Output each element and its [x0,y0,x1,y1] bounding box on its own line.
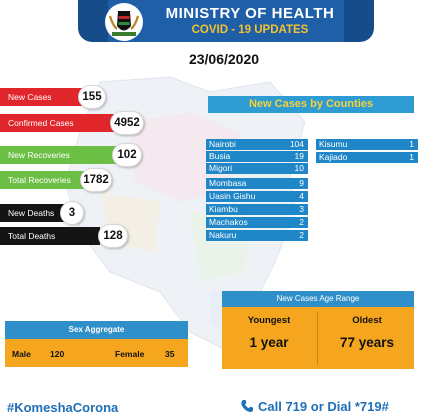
male-value: 120 [50,349,65,359]
age-range-title: New Cases Age Range [222,291,414,307]
youngest-label: Youngest [247,315,291,326]
counties-title: New Cases by Counties [208,96,414,113]
county-name: Nakuru [209,230,237,240]
stat-value: 102 [112,143,142,167]
stat-total-deaths: Total Deaths 128 [0,224,130,248]
county-row: Migori 10 [206,163,308,174]
county-row: Nairobi 104 [206,139,308,150]
county-name: Migori [209,163,233,173]
female-label: Female [115,349,145,359]
female-value: 35 [165,349,175,359]
stat-new-deaths: New Deaths 3 [0,201,85,225]
sex-aggregate-panel: Sex Aggregate Male 120 Female 35 [5,321,188,367]
stat-label: Total Deaths [0,227,100,245]
stat-value: 4952 [110,111,144,135]
stat-label: New Cases [0,88,90,106]
county-name: Busia [209,151,231,161]
stat-value: 1782 [80,168,112,192]
county-name: Mombasa [209,178,247,188]
stat-value: 155 [78,85,106,109]
county-name: Uasin Gishu [209,191,256,201]
age-range-panel: New Cases Age Range Youngest 1 year Olde… [222,291,414,369]
county-row: Nakuru 2 [206,230,308,241]
county-value: 104 [289,139,304,149]
county-name: Nairobi [209,139,236,149]
county-value: 9 [299,178,304,188]
stat-new-recoveries: New Recoveries 102 [0,143,165,167]
county-row: Kisumu 1 [316,139,418,150]
stat-value: 128 [98,224,128,248]
county-name: Kiambu [209,204,238,214]
sex-aggregate-title: Sex Aggregate [5,321,188,339]
county-value: 3 [299,204,304,214]
call-text: Call 719 or Dial *719# [258,399,389,414]
stat-label: New Recoveries [0,146,130,164]
header-title: MINISTRY OF HEALTH [165,5,335,22]
stat-label: Total Recoveries [0,171,90,189]
header-subtitle: COVID - 19 UPDATES [191,24,309,36]
county-value: 19 [294,151,304,161]
county-value: 10 [294,163,304,173]
county-name: Machakos [209,217,248,227]
county-value: 1 [409,152,414,162]
stat-value: 3 [60,201,84,225]
county-row: Mombasa 9 [206,178,308,189]
stat-label: New Deaths [0,204,66,222]
kenya-coat-of-arms-icon [105,3,143,41]
report-date: 23/06/2020 [188,51,260,67]
phone-icon [241,400,253,412]
call-label: Call 719 or Dial *719# [258,399,389,414]
oldest-label: Oldest [352,315,382,326]
county-name: Kisumu [319,139,348,149]
county-value: 2 [299,217,304,227]
youngest-value: 1 year [249,335,289,350]
stat-new-cases: New Cases 155 [0,85,115,109]
hashtag-text: #KomeshaCorona [7,400,119,415]
stat-total-recoveries: Total Recoveries 1782 [0,168,115,192]
county-value: 4 [299,191,304,201]
oldest-value: 77 years [339,335,395,350]
stat-label: Confirmed Cases [0,114,120,132]
county-name: Kajiado [319,152,348,162]
county-row: Kajiado 1 [316,152,418,163]
male-label: Male [12,349,31,359]
county-row: Uasin Gishu 4 [206,191,308,202]
county-value: 2 [299,230,304,240]
county-value: 1 [409,139,414,149]
county-row: Machakos 2 [206,217,308,228]
county-row: Kiambu 3 [206,204,308,215]
county-row: Busia 19 [206,151,308,162]
age-range-divider [317,311,318,365]
stat-confirmed-cases: Confirmed Cases 4952 [0,111,150,135]
